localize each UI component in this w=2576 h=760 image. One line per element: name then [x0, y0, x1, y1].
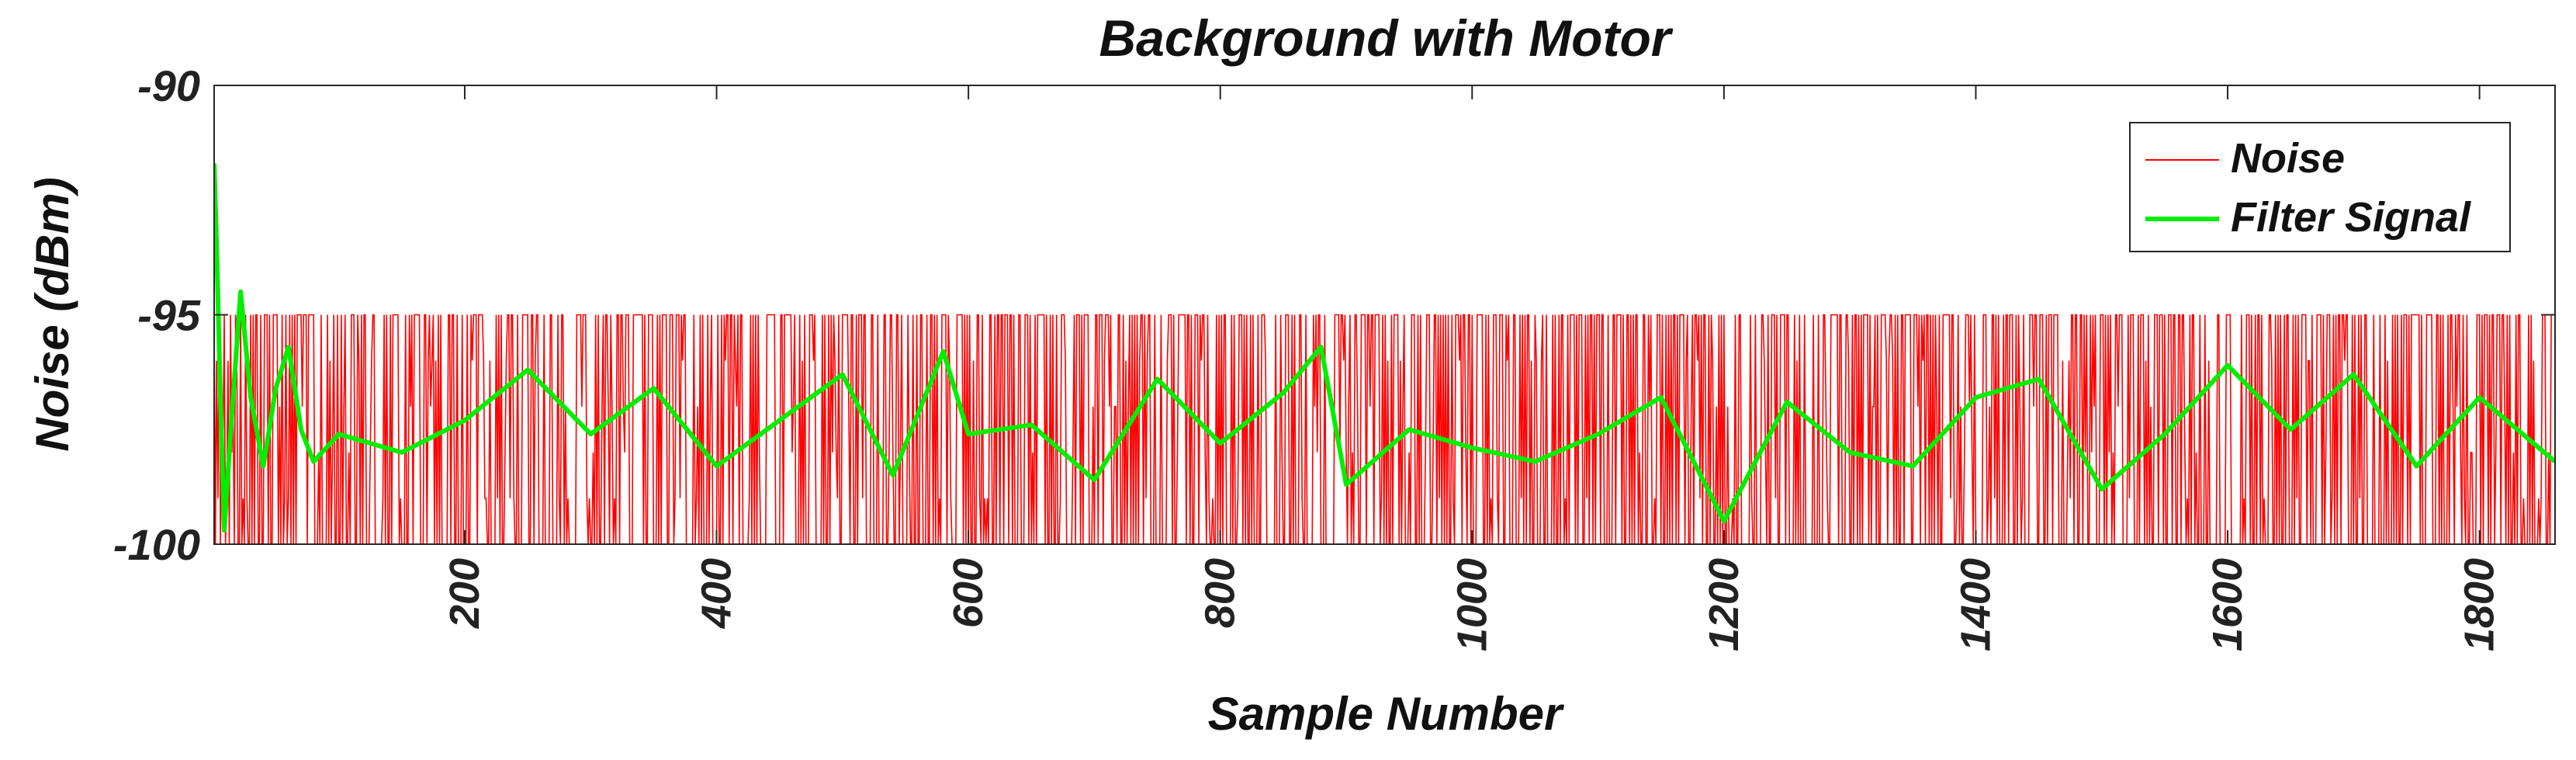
x-tick-label: 800	[1197, 558, 1244, 628]
legend-box	[2129, 122, 2511, 252]
x-tick-label: 400	[694, 558, 740, 629]
ticks-layer: 200 400 600 800 1000 1200 1400 1600 1800 -100 -95 -…	[113, 61, 2555, 651]
x-tick-label: 1600	[2204, 558, 2251, 651]
x-tick-label: 1000	[1449, 558, 1495, 651]
y-axis-label: Noise (dBm)	[26, 177, 78, 451]
x-axis-label: Sample Number	[1208, 688, 1565, 740]
x-tick-label: 200	[441, 558, 488, 629]
y-tick-label: -100	[113, 520, 200, 569]
y-tick-label: -90	[137, 61, 200, 110]
legend-filter-signal-label: Filter Signal	[2231, 194, 2471, 241]
legend: Noise Filter Signal	[2129, 122, 2511, 252]
noise-series-line	[214, 314, 2555, 544]
legend-noise-label: Noise	[2231, 135, 2345, 182]
x-tick-label: 1800	[2457, 558, 2503, 651]
x-tick-label: 600	[945, 558, 992, 628]
chart-title: Background with Motor	[1099, 9, 1674, 67]
series-layer	[214, 163, 2555, 544]
x-tick-label: 1200	[1701, 558, 1747, 651]
plot-frame	[213, 85, 2556, 545]
x-tick-label: 1400	[1952, 558, 1999, 651]
y-tick-label: -95	[137, 291, 201, 340]
filter-signal-series-line	[214, 163, 2555, 533]
